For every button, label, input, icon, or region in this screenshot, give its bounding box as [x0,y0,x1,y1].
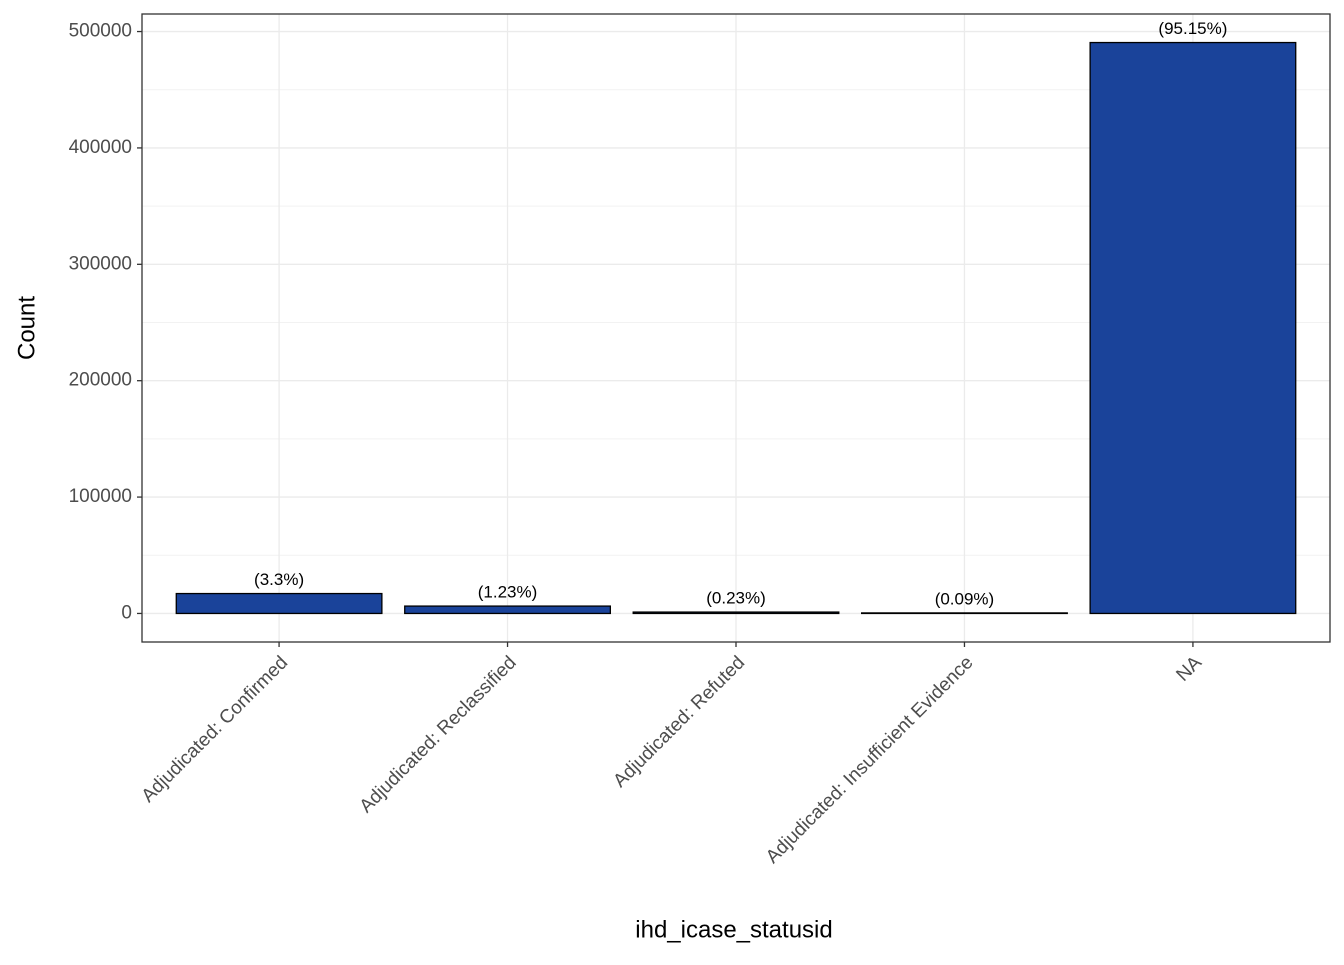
y-axis-title: Count [13,296,40,360]
bar-annotation: (95.15%) [1158,19,1227,38]
y-tick-label: 400000 [69,137,132,158]
x-axis-title: ihd_icase_statusid [635,916,832,943]
bar-annotation: (0.23%) [706,589,766,608]
bar-annotation: (3.3%) [254,570,304,589]
bar [404,605,611,615]
y-tick-label: 0 [121,602,132,623]
y-tick-label: 100000 [69,486,132,507]
bar [175,592,383,615]
bar-annotation: (0.09%) [935,589,995,608]
marks [175,41,1297,615]
y-tick-label: 200000 [69,370,132,391]
bar [861,612,1068,615]
y-tick-label: 300000 [69,253,132,274]
bar-annotation: (1.23%) [478,583,538,602]
y-tick-label: 500000 [69,21,132,42]
bar [632,611,840,615]
bar [1089,41,1297,615]
